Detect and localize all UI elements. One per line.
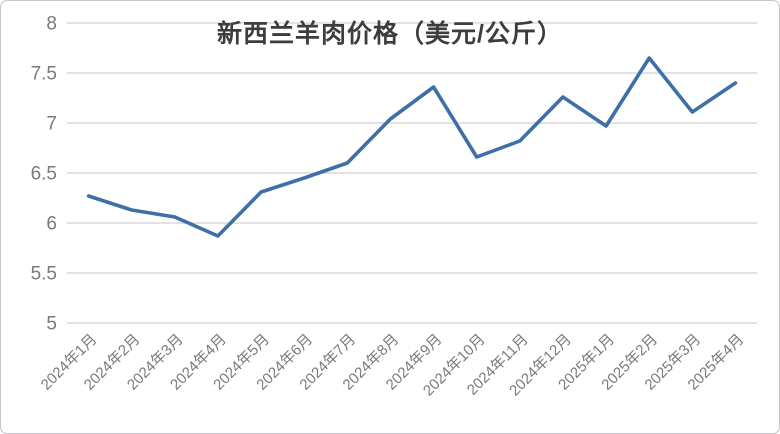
y-axis-label: 7 xyxy=(46,114,57,135)
y-axis-label: 8 xyxy=(46,14,57,35)
y-axis-label: 7.5 xyxy=(31,64,57,85)
y-axis-label: 6 xyxy=(46,214,57,235)
price-line-series xyxy=(86,56,738,238)
y-axis-label: 5 xyxy=(46,314,57,335)
y-axis-label: 6.5 xyxy=(31,164,57,185)
y-axis-label: 5.5 xyxy=(31,264,57,285)
